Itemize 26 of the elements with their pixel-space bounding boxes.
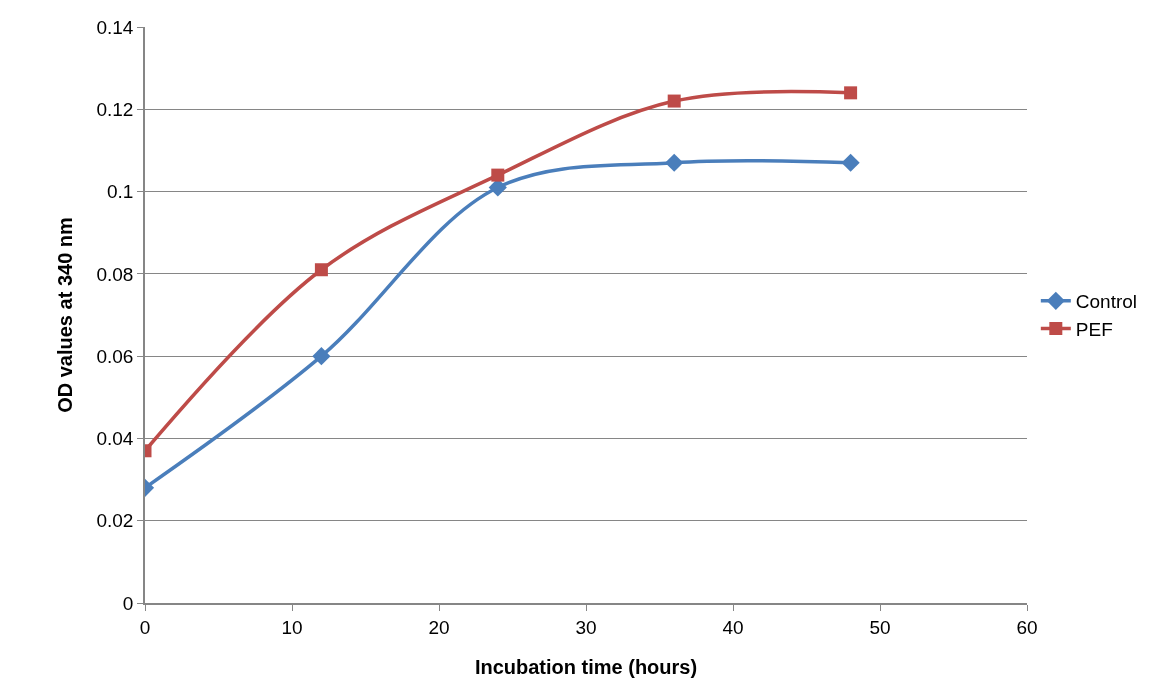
point (667, 94, 681, 108)
y-tick-label: 0.06 (96, 345, 134, 367)
y-tick-label: 0.08 (96, 263, 134, 285)
x-tick-label: 10 (281, 616, 303, 638)
x-tick-label: 0 (139, 616, 151, 638)
point (841, 153, 860, 172)
y-tick-label: 0.12 (96, 98, 134, 120)
legend-label: Control (1075, 291, 1138, 313)
point (844, 86, 858, 100)
point (665, 153, 684, 172)
y-tick-label: 0 (122, 592, 134, 614)
x-tick-label: 20 (428, 616, 450, 638)
y-tick-label: 0.1 (107, 181, 134, 203)
point (491, 168, 505, 182)
x-tick-label: 50 (869, 616, 891, 638)
y-tick-label: 0.14 (96, 16, 134, 38)
y-axis-title: OD values at 340 nm (54, 217, 77, 413)
legend-label: PEF (1075, 318, 1113, 340)
point (314, 263, 328, 277)
point (312, 347, 331, 366)
y-tick-label: 0.02 (96, 510, 134, 532)
x-tick-label: 40 (722, 616, 744, 638)
x-axis-title: Incubation time (hours) (474, 655, 698, 678)
x-tick-label: 60 (1016, 616, 1038, 638)
y-tick-label: 0.04 (96, 428, 134, 450)
x-tick-label: 30 (575, 616, 597, 638)
